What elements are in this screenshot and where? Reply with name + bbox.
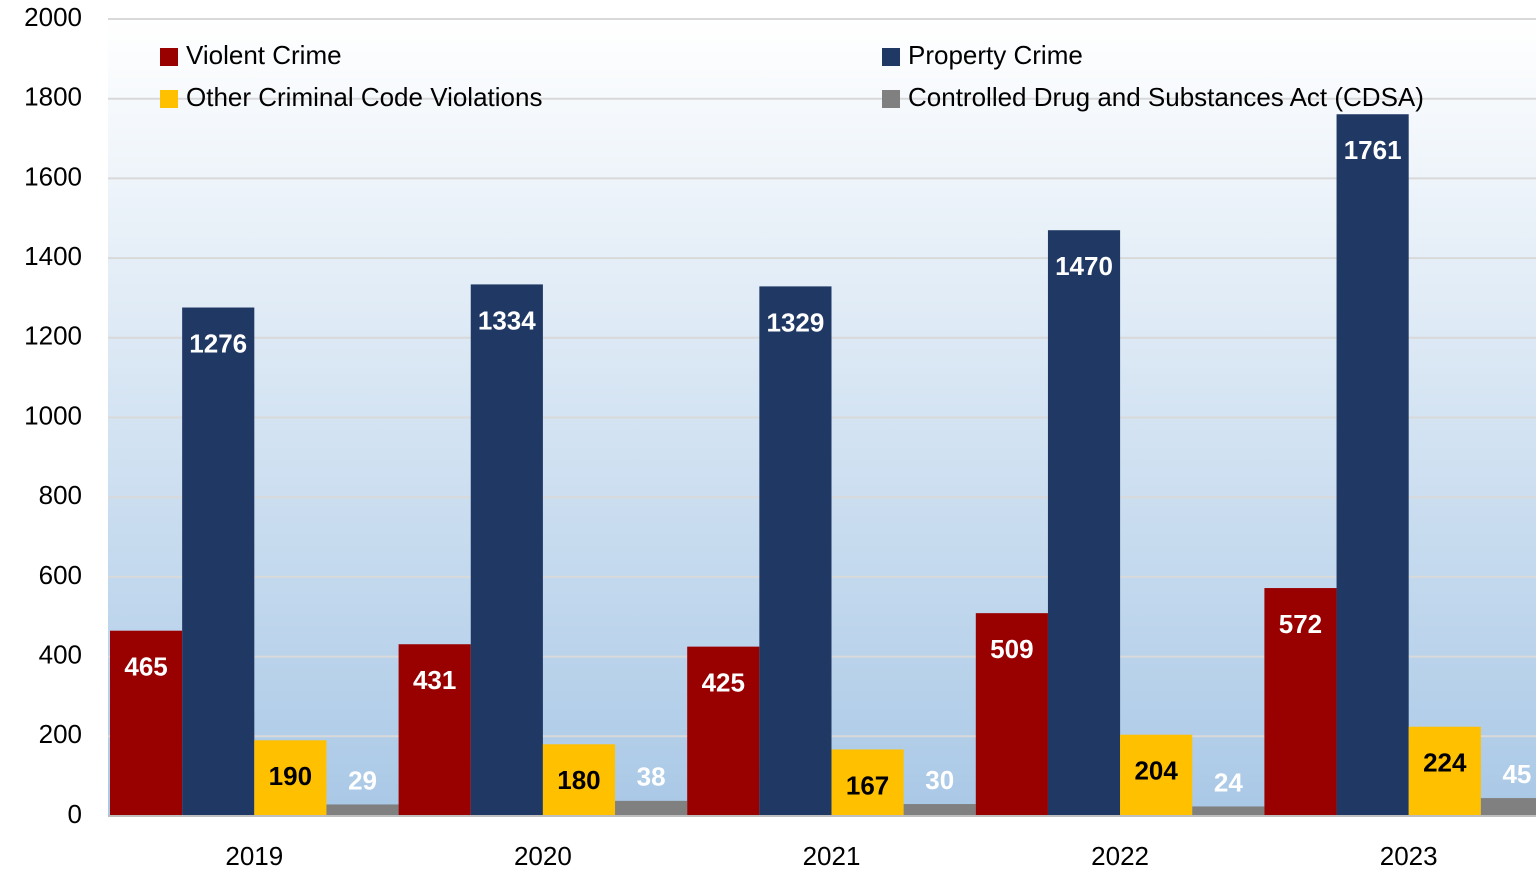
bar (1264, 588, 1337, 816)
bar (470, 284, 543, 816)
y-tick-label: 1200 (24, 321, 82, 351)
data-label: 190 (269, 761, 312, 791)
data-label: 204 (1134, 756, 1178, 786)
data-label: 45 (1502, 759, 1531, 789)
data-label: 29 (348, 765, 377, 795)
y-tick-label: 800 (39, 480, 82, 510)
x-tick-label: 2019 (225, 841, 283, 871)
legend-swatch (160, 90, 178, 108)
bar (1192, 806, 1265, 816)
bar (1047, 230, 1121, 816)
data-label: 38 (637, 762, 666, 792)
bar (759, 286, 832, 816)
bar (687, 646, 760, 816)
y-tick-label: 600 (39, 560, 82, 590)
y-tick-label: 200 (39, 719, 82, 749)
legend-label: Property Crime (908, 40, 1083, 70)
bar (1408, 726, 1481, 816)
x-tick-label: 2021 (803, 841, 861, 871)
data-label: 509 (990, 634, 1033, 664)
data-label: 180 (557, 765, 600, 795)
bar (254, 740, 327, 816)
bar (542, 744, 616, 816)
bar (110, 630, 183, 816)
bar (182, 307, 255, 816)
legend-label: Violent Crime (186, 40, 342, 70)
x-tick-label: 2020 (514, 841, 572, 871)
bar (615, 800, 688, 816)
legend-swatch (882, 90, 900, 108)
data-label: 465 (124, 652, 167, 682)
data-label: 224 (1423, 748, 1467, 778)
x-tick-label: 2022 (1091, 841, 1149, 871)
data-label: 24 (1214, 767, 1243, 797)
bar (975, 613, 1048, 816)
y-tick-label: 2000 (24, 2, 82, 32)
bar (831, 749, 904, 816)
bar (1120, 734, 1193, 816)
x-tick-label: 2023 (1380, 841, 1438, 871)
data-label: 431 (413, 665, 456, 695)
y-tick-label: 400 (39, 639, 82, 669)
data-label: 30 (925, 765, 954, 795)
legend-swatch (160, 48, 178, 66)
bar (1336, 114, 1409, 816)
data-label: 572 (1279, 609, 1322, 639)
data-label: 167 (846, 770, 889, 800)
bar (1480, 798, 1536, 816)
y-tick-label: 1600 (24, 161, 82, 191)
data-label: 425 (702, 668, 745, 698)
bar (398, 644, 471, 816)
legend-label: Other Criminal Code Violations (186, 82, 542, 112)
data-label: 1329 (767, 307, 825, 337)
y-tick-label: 1400 (24, 241, 82, 271)
data-label: 1470 (1055, 251, 1113, 281)
labels: 0 200 400 600 800 1000 1200 1400 1600 1800 2000 201… (24, 2, 1531, 871)
y-tick-label: 1000 (24, 400, 82, 430)
data-label: 1761 (1344, 135, 1402, 165)
data-label: 1334 (478, 305, 536, 335)
bar (326, 804, 399, 816)
y-tick-label: 1800 (24, 82, 82, 112)
data-label: 1276 (189, 328, 247, 358)
y-tick-label: 0 (68, 799, 82, 829)
legend-label: Controlled Drug and Substances Act (CDSA… (908, 82, 1424, 112)
bars (108, 114, 1536, 817)
legend-swatch (882, 48, 900, 66)
bar (903, 804, 976, 816)
